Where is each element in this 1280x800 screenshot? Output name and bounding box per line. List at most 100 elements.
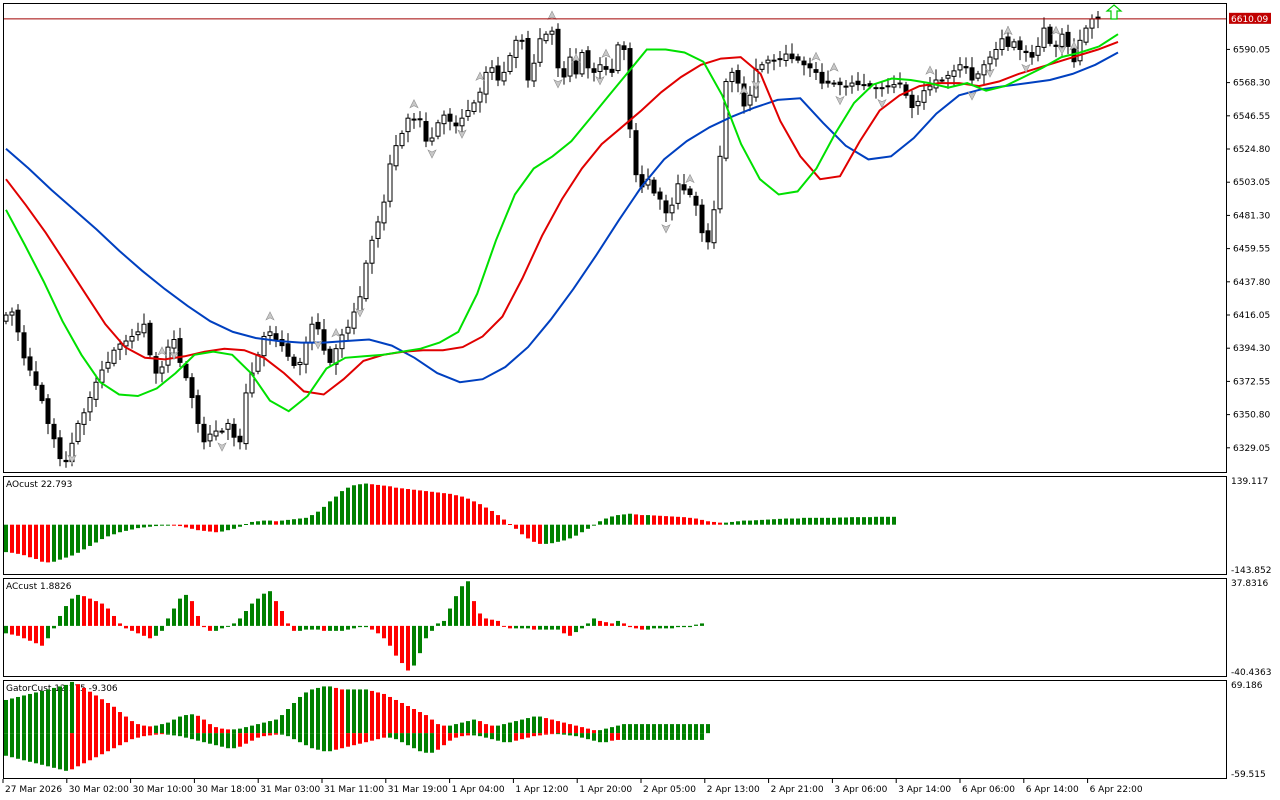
gator-panel[interactable] — [3, 680, 1227, 779]
histogram-bar — [568, 625, 572, 636]
bull-candle — [993, 48, 999, 60]
gator-upper-bar — [640, 724, 644, 734]
bull-candle — [579, 52, 585, 75]
histogram-bar — [466, 581, 470, 626]
histogram-bar — [700, 623, 704, 626]
histogram-bar — [202, 625, 206, 628]
gator-upper-bar — [154, 725, 158, 734]
histogram-bar — [436, 492, 440, 525]
bear-candle — [147, 322, 153, 356]
bull-candle — [519, 39, 525, 42]
histogram-bar — [796, 518, 800, 525]
gator-upper-bar — [574, 725, 578, 734]
gator-upper-bar — [502, 724, 506, 734]
fractal-up-icon — [1003, 25, 1013, 36]
histogram-bar — [244, 524, 248, 526]
bear-candle — [651, 179, 657, 194]
gator-upper-bar — [388, 696, 392, 734]
bull-candle — [171, 339, 177, 349]
histogram-bar — [538, 524, 542, 544]
gator-lower-bar — [616, 733, 620, 740]
gator-upper-bar — [646, 724, 650, 734]
histogram-bar — [280, 611, 284, 626]
gator-lower-bar — [268, 733, 272, 736]
gator-upper-bar — [472, 719, 476, 734]
histogram-bar — [520, 625, 524, 629]
histogram-bar — [262, 520, 266, 525]
histogram-bar — [100, 603, 104, 626]
histogram-bar — [256, 598, 260, 626]
main-panel[interactable] — [3, 3, 1227, 473]
alligator-line — [5, 51, 1119, 384]
gator-upper-bar — [22, 695, 26, 734]
histogram-bar — [124, 524, 128, 531]
bull-candle — [939, 79, 945, 82]
histogram-bar — [16, 524, 20, 554]
gator-upper-bar — [544, 718, 548, 734]
bear-candle — [51, 423, 57, 440]
time-tick-label: 2 Apr 21:00 — [771, 785, 824, 795]
time-axis: 27 Mar 2026 30 Mar 02:00 30 Mar 10:00 30 Ma… — [2, 779, 1143, 795]
gator-upper-bar — [268, 721, 272, 734]
bull-candle — [441, 114, 447, 125]
gator-lower-bar — [382, 733, 386, 738]
histogram-bar — [136, 524, 140, 529]
histogram-bar — [856, 517, 860, 525]
histogram-bar — [754, 520, 758, 525]
gator-lower-bar — [370, 733, 374, 741]
histogram-bar — [514, 524, 518, 529]
bear-candle — [1005, 36, 1011, 47]
fractal-up-icon — [265, 311, 275, 321]
gator-lower-bar — [610, 733, 614, 741]
bear-candle — [63, 459, 69, 463]
bear-candle — [153, 356, 159, 374]
histogram-bar — [442, 620, 446, 626]
bull-candle — [297, 361, 303, 366]
histogram-bar — [322, 506, 326, 525]
gator-upper-bar — [598, 730, 602, 734]
histogram-bar — [160, 524, 164, 526]
bear-candle — [273, 333, 279, 341]
histogram-bar — [46, 524, 50, 563]
histogram-bar — [40, 625, 44, 646]
gator-lower-bar — [688, 733, 692, 740]
ao-panel[interactable] — [3, 476, 1227, 575]
up-arrow-icon — [1105, 4, 1123, 20]
price-tick-label: 6416.05 — [1233, 311, 1270, 321]
bull-candle — [309, 323, 315, 344]
fractal-down-icon — [67, 454, 77, 464]
bull-candle — [141, 323, 147, 334]
bull-candle — [135, 331, 141, 336]
histogram-bar — [178, 598, 182, 626]
histogram-bar — [892, 516, 896, 525]
gator-upper-bar — [28, 693, 32, 734]
histogram-bar — [184, 524, 188, 528]
bull-candle — [945, 74, 951, 79]
ac-panel[interactable] — [3, 578, 1227, 677]
histogram-bar — [466, 498, 470, 525]
gator-upper-bar — [514, 721, 518, 734]
gator-upper-bar — [370, 690, 374, 734]
bear-candle — [585, 50, 591, 69]
bear-candle — [573, 58, 579, 75]
gator-upper-bar — [694, 724, 698, 734]
gator-lower-bar — [502, 733, 506, 743]
bull-candle — [1089, 18, 1095, 29]
histogram-bar — [148, 625, 152, 639]
time-tick-label: 30 Mar 02:00 — [69, 785, 129, 795]
gator-upper-bar — [226, 729, 230, 734]
bull-candle — [711, 209, 717, 244]
gator-lower-bar — [22, 733, 26, 761]
histogram-bar — [310, 625, 314, 630]
gator-lower-bar — [508, 733, 512, 743]
histogram-bar — [424, 491, 428, 525]
gator-upper-bar — [196, 715, 200, 734]
time-tick-label: 31 Mar 03:00 — [260, 785, 320, 795]
histogram-bar — [328, 501, 332, 525]
bull-candle — [861, 84, 867, 87]
histogram-bar — [802, 517, 806, 525]
bull-candle — [123, 340, 129, 347]
bull-candle — [987, 56, 993, 65]
gator-lower-bar — [46, 733, 50, 767]
